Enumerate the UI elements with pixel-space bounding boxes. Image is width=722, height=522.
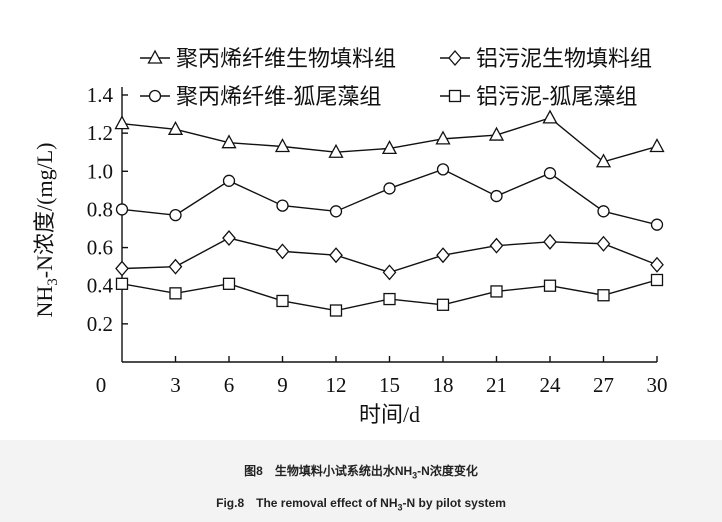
data-point	[543, 233, 557, 250]
data-point	[435, 130, 451, 145]
data-point	[274, 138, 291, 153]
data-point	[490, 285, 503, 298]
data-point	[543, 279, 557, 292]
data-point	[436, 163, 450, 176]
x-tick-label: 12	[326, 373, 347, 397]
x-tick-label: 24	[540, 373, 562, 397]
legend-marker-diamond	[448, 50, 462, 66]
data-point	[275, 243, 290, 260]
y-tick-label: 0.4	[87, 274, 114, 298]
y-tick-label: 0.6	[87, 236, 113, 260]
data-point	[542, 109, 558, 124]
caption-english: Fig.8 The removal effect of NH3-N by pil…	[216, 496, 506, 513]
data-point	[222, 230, 236, 247]
x-tick-label: 6	[224, 373, 235, 397]
data-point	[329, 304, 343, 317]
legend-label: 铝污泥生物填料组	[476, 46, 652, 71]
y-axis-label: NH3-N浓度/(mg/L)	[32, 143, 61, 318]
legend-marker-square	[448, 89, 462, 103]
legend-label: 聚丙烯纤维生物填料组	[176, 46, 396, 71]
x-tick-label: 27	[593, 373, 614, 397]
data-point	[168, 258, 183, 275]
caption-chinese: 图8 生物填料小试系统出水NH3-N浓度变化	[244, 464, 478, 481]
legend-marker-circle	[148, 89, 162, 103]
data-point	[649, 138, 665, 153]
y-tick-label: 1.4	[87, 83, 114, 107]
y-tick-label: 1.2	[87, 121, 113, 145]
data-point	[650, 273, 664, 287]
data-point	[167, 120, 184, 135]
data-point	[222, 277, 236, 290]
x-tick-label: 15	[379, 373, 400, 397]
data-point	[382, 264, 397, 281]
data-point	[436, 247, 450, 264]
data-point	[115, 260, 129, 277]
data-point	[597, 289, 610, 302]
x-tick-label: 3	[170, 373, 181, 397]
data-point	[488, 126, 505, 141]
data-point	[436, 298, 450, 311]
y-tick-label: 1.0	[87, 159, 113, 183]
data-point	[115, 277, 129, 290]
x-tick-label: 9	[277, 373, 288, 397]
series-line-3	[121, 168, 658, 226]
origin-label: 0	[96, 373, 107, 397]
x-axis-label: 时间/d	[359, 402, 420, 427]
x-tick-label: 18	[433, 373, 454, 397]
data-point	[115, 203, 129, 216]
legend-marker-triangle	[147, 49, 163, 64]
legend-label: 铝污泥-狐尾藻组	[476, 84, 637, 109]
x-tick-label: 30	[647, 373, 668, 397]
data-point	[381, 140, 398, 155]
data-point	[329, 205, 343, 218]
data-point	[383, 292, 396, 306]
data-point	[650, 218, 664, 231]
figure-caption: 图8 生物填料小试系统出水NH3-N浓度变化 Fig.8 The removal…	[0, 440, 722, 522]
data-point	[221, 134, 237, 149]
data-point	[383, 182, 396, 195]
data-point	[114, 115, 130, 130]
x-tick-label: 21	[486, 373, 507, 397]
data-point	[490, 189, 503, 203]
data-point	[222, 174, 236, 187]
data-point	[595, 153, 612, 168]
data-point	[650, 256, 664, 273]
y-tick-label: 0.8	[87, 197, 113, 221]
y-tick-label: 0.2	[87, 312, 113, 336]
data-point	[328, 143, 344, 158]
data-point	[489, 237, 504, 254]
legend-label: 聚丙烯纤维-狐尾藻组	[176, 84, 381, 109]
data-point	[169, 208, 182, 222]
data-point	[596, 235, 611, 252]
data-point	[276, 199, 289, 212]
data-point	[597, 205, 610, 218]
series-line-1	[121, 117, 658, 163]
data-point	[543, 167, 557, 180]
data-point	[329, 247, 343, 264]
data-point	[169, 287, 182, 300]
line-chart: 3 6 9 12 15 18 21 24 27 30 0.2 0.4 0.6 0.8 1.0 1.2 1.4 0 时…	[32, 46, 668, 427]
data-point	[276, 294, 289, 308]
